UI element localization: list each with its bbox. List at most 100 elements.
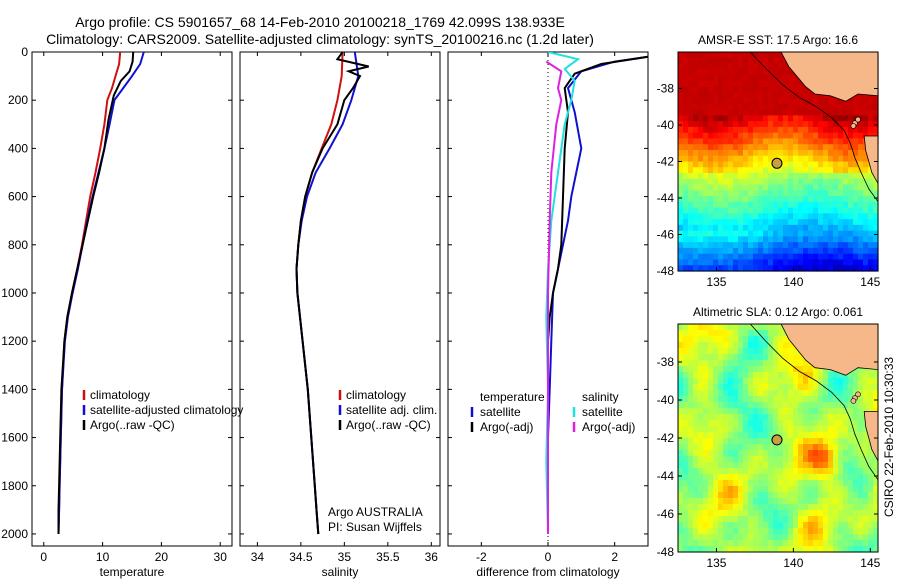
field-cell bbox=[768, 173, 774, 180]
field-cell bbox=[758, 438, 764, 445]
field-cell bbox=[688, 408, 694, 415]
field-cell bbox=[773, 80, 779, 88]
field-cell bbox=[743, 384, 749, 391]
field-cell bbox=[728, 390, 734, 397]
field-cell bbox=[803, 510, 809, 517]
field-cell bbox=[738, 324, 744, 331]
field-cell bbox=[693, 52, 699, 59]
field-cell bbox=[813, 236, 819, 243]
field-cell bbox=[738, 540, 744, 547]
field-cell bbox=[738, 167, 744, 174]
field-cell bbox=[783, 438, 789, 445]
field-cell bbox=[833, 109, 839, 116]
field-cell bbox=[688, 378, 694, 385]
field-cell bbox=[698, 342, 704, 349]
field-cell bbox=[823, 498, 829, 505]
field-cell bbox=[783, 80, 789, 88]
field-cell bbox=[748, 468, 754, 475]
field-cell bbox=[778, 384, 784, 391]
field-cell bbox=[873, 456, 879, 463]
field-cell bbox=[828, 161, 834, 168]
field-cell bbox=[738, 348, 744, 355]
field-cell bbox=[858, 498, 864, 505]
field-cell bbox=[823, 132, 829, 140]
field-cell bbox=[718, 354, 724, 361]
field-cell bbox=[693, 63, 699, 70]
field-cell bbox=[728, 366, 734, 373]
field-cell bbox=[818, 414, 824, 421]
field-cell bbox=[828, 402, 834, 409]
field-cell bbox=[733, 98, 739, 105]
field-cell bbox=[853, 414, 859, 421]
field-cell bbox=[843, 201, 849, 209]
field-cell bbox=[838, 474, 844, 481]
field-cell bbox=[723, 190, 729, 197]
field-cell bbox=[798, 534, 804, 541]
field-cell bbox=[833, 196, 839, 203]
field-cell bbox=[718, 149, 724, 157]
field-cell bbox=[738, 230, 744, 238]
field-cell bbox=[688, 144, 694, 151]
field-cell bbox=[778, 510, 784, 517]
field-cell bbox=[713, 450, 719, 457]
field-cell bbox=[793, 450, 799, 457]
field-cell bbox=[843, 207, 849, 214]
field-cell bbox=[733, 161, 739, 168]
field-cell bbox=[743, 330, 749, 337]
field-cell bbox=[713, 402, 719, 409]
field-cell bbox=[803, 540, 809, 547]
field-cell bbox=[783, 468, 789, 475]
field-cell bbox=[778, 396, 784, 403]
field-cell bbox=[738, 516, 744, 523]
field-cell bbox=[798, 468, 804, 475]
field-cell bbox=[698, 516, 704, 523]
field-cell bbox=[698, 540, 704, 547]
field-cell bbox=[833, 468, 839, 475]
field-cell bbox=[678, 57, 684, 65]
field-cell bbox=[853, 492, 859, 499]
field-cell bbox=[688, 219, 694, 226]
field-cell bbox=[828, 196, 834, 203]
field-cell bbox=[768, 103, 774, 111]
field-cell bbox=[738, 444, 744, 451]
field-cell bbox=[743, 324, 749, 331]
field-cell bbox=[768, 522, 774, 529]
field-cell bbox=[763, 103, 769, 111]
field-cell bbox=[788, 190, 794, 197]
field-cell bbox=[713, 63, 719, 70]
field-cell bbox=[693, 121, 699, 128]
field-cell bbox=[718, 420, 724, 427]
field-cell bbox=[818, 426, 824, 433]
field-cell bbox=[863, 492, 869, 499]
field-cell bbox=[783, 259, 789, 266]
field-cell bbox=[863, 126, 869, 134]
field-cell bbox=[778, 247, 784, 255]
field-cell bbox=[728, 474, 734, 481]
field-cell bbox=[713, 144, 719, 151]
field-cell bbox=[728, 184, 734, 191]
field-cell bbox=[728, 138, 734, 145]
field-cell bbox=[743, 103, 749, 111]
field-cell bbox=[763, 259, 769, 266]
field-cell bbox=[728, 504, 734, 511]
field-cell bbox=[693, 247, 699, 255]
field-cell bbox=[728, 432, 734, 439]
field-cell bbox=[738, 426, 744, 433]
field-cell bbox=[838, 396, 844, 403]
field-cell bbox=[753, 149, 759, 157]
field-cell bbox=[683, 213, 689, 220]
field-cell bbox=[708, 546, 714, 553]
field-cell bbox=[733, 236, 739, 243]
lat-tick-label: -42 bbox=[657, 431, 675, 445]
field-cell bbox=[783, 348, 789, 355]
field-cell bbox=[783, 546, 789, 553]
field-cell bbox=[688, 201, 694, 209]
field-cell bbox=[748, 86, 754, 93]
field-cell bbox=[748, 126, 754, 134]
field-cell bbox=[693, 528, 699, 535]
field-cell bbox=[848, 201, 854, 209]
field-cell bbox=[678, 396, 684, 403]
field-cell bbox=[833, 504, 839, 511]
field-cell bbox=[683, 115, 689, 122]
field-cell bbox=[833, 390, 839, 397]
